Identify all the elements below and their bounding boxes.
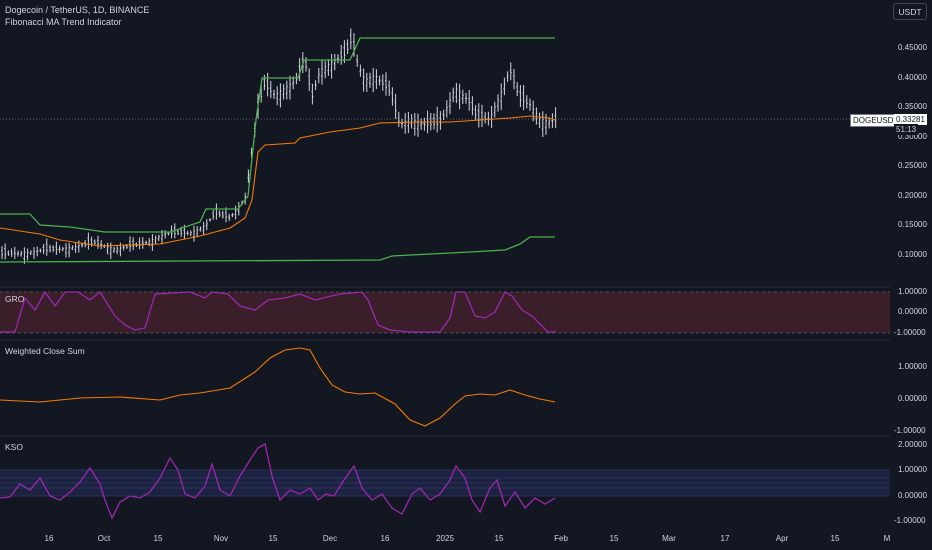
date-tick: 2025: [436, 534, 454, 543]
date-tick: 16: [44, 534, 54, 543]
date-tick: Apr: [775, 534, 789, 543]
date-tick: 15: [609, 534, 619, 543]
kso-tick: 1.00000: [898, 465, 927, 474]
price-tick: 0.40000: [898, 73, 927, 82]
chart-area[interactable]: [0, 0, 890, 530]
price-tick: 0.35000: [898, 102, 927, 111]
upper-trend-line: [0, 37, 555, 233]
date-tick: 17: [720, 534, 730, 543]
date-tick: Feb: [554, 534, 568, 543]
date-tick: 15: [830, 534, 840, 543]
date-tick: 15: [153, 534, 163, 543]
date-tick: 15: [494, 534, 504, 543]
date-tick: Oct: [97, 534, 111, 543]
date-tick: Mar: [662, 534, 676, 543]
kso-tick: 2.00000: [898, 440, 927, 449]
lower-trend-line: [0, 236, 555, 263]
fib-ma-line: [0, 115, 557, 247]
price-tick: 0.30000: [898, 132, 927, 141]
gro-tick: -1.00000: [894, 328, 926, 337]
price-scale[interactable]: 0.45000 0.40000 0.35000 0.30000 0.25000 …: [890, 0, 932, 530]
kso-tick: -1.00000: [894, 516, 926, 525]
wcs-tick: 0.00000: [898, 394, 927, 403]
price-tick: 0.45000: [898, 43, 927, 52]
date-tick: M: [883, 534, 891, 543]
countdown-tag: 51:13: [894, 124, 919, 135]
gro-tick: 0.00000: [898, 307, 927, 316]
gro-band: [0, 292, 890, 333]
date-tick: 15: [268, 534, 278, 543]
date-tick: 16: [380, 534, 390, 543]
kso-line: [0, 442, 556, 520]
currency-button[interactable]: USDT: [893, 3, 927, 20]
gro-line: [0, 290, 556, 333]
indicator-title[interactable]: Fibonacci MA Trend Indicator: [5, 17, 122, 27]
symbol-title[interactable]: Dogecoin / TetherUS, 1D, BINANCE: [5, 5, 150, 15]
last-price-tag: 0.33281: [894, 114, 927, 125]
date-tick: Nov: [213, 534, 229, 543]
time-axis[interactable]: 16 Oct 15 Nov 15 Dec 16 2025 15 Feb 15 M…: [0, 530, 932, 550]
wcs-pane-label[interactable]: Weighted Close Sum: [5, 346, 85, 356]
chart-legend: Dogecoin / TetherUS, 1D, BINANCE Fibonac…: [5, 4, 149, 28]
price-tick: 0.15000: [898, 220, 927, 229]
price-tick: 0.25000: [898, 161, 927, 170]
gro-pane-label[interactable]: GRO: [5, 294, 25, 304]
wcs-tick: -1.00000: [894, 426, 926, 435]
wcs-line: [0, 347, 556, 427]
kso-tick: 0.00000: [898, 491, 927, 500]
date-tick: Dec: [322, 534, 338, 543]
chart-canvas[interactable]: [0, 0, 890, 530]
price-tick: 0.10000: [898, 250, 927, 259]
wcs-tick: 1.00000: [898, 362, 927, 371]
kso-pane-label[interactable]: KSO: [5, 442, 23, 452]
price-tick: 0.20000: [898, 191, 927, 200]
gro-tick: 1.00000: [898, 287, 927, 296]
